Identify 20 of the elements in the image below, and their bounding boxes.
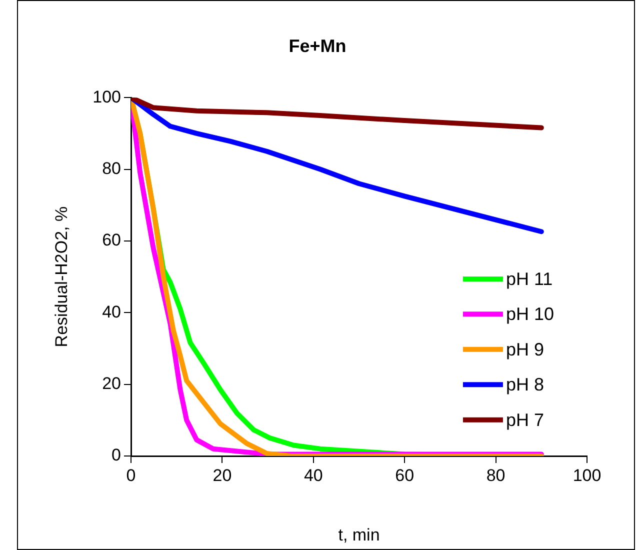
x-tick-label: 100 [572, 466, 602, 485]
y-axis-title: Residual-H2O2, % [52, 206, 71, 348]
legend-label: pH 8 [506, 374, 544, 395]
legend-label: pH 11 [506, 268, 553, 289]
legend-label: pH 10 [506, 304, 554, 324]
y-tick-label: 60 [102, 230, 121, 250]
x-tick-label: 20 [212, 466, 232, 485]
legend-label: pH 9 [506, 339, 544, 360]
y-tick-label: 100 [92, 87, 121, 106]
x-tick-label: 60 [395, 466, 414, 485]
x-tick-label: 80 [486, 466, 506, 485]
y-tick-label: 0 [112, 446, 121, 465]
y-tick-label: 20 [102, 374, 121, 394]
x-tick-label: 0 [126, 466, 136, 485]
chart-title: Fe+Mn [288, 36, 346, 56]
y-tick-label: 80 [102, 158, 121, 178]
y-tick-label: 40 [102, 302, 121, 322]
x-axis-title: t, min [338, 525, 380, 544]
x-tick-label: 40 [304, 466, 323, 485]
legend-label: pH 7 [506, 410, 544, 430]
